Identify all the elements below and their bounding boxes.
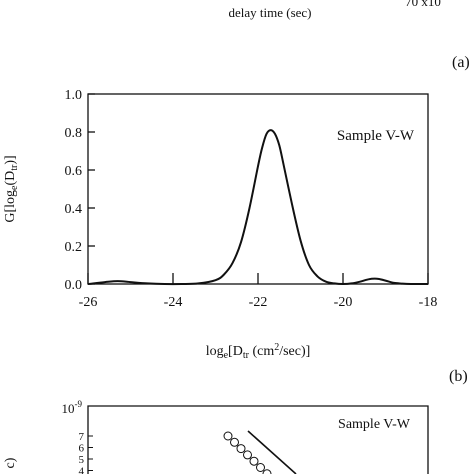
top-fragment-tick: 70 x10	[405, 0, 441, 9]
panel-b-label: (b)	[449, 368, 468, 385]
panel-c-marker-4	[249, 456, 259, 466]
panel-c-markers	[223, 431, 272, 474]
panel-b-xtick-label-0: -26	[79, 295, 98, 310]
panel-c-marker-1	[230, 437, 239, 447]
panel-a-label: (a)	[452, 54, 470, 71]
panel-b-chart: -26 -24 -22 -20 -18 0.0 0.2 0.4 0.6 0.8 1.0 Sample…	[3, 88, 437, 361]
panel-b-ytick-label-2: 0.4	[65, 202, 83, 217]
panel-c-marker-5	[256, 463, 265, 472]
panel-b-ytick-label-3: 0.6	[65, 164, 83, 179]
panel-b-distribution-curve	[87, 129, 429, 286]
panel-b-xtick-label-3: -20	[334, 295, 353, 310]
panel-c-label: c)	[3, 457, 18, 468]
panel-b-xtick-label-4: -18	[419, 295, 438, 310]
panel-b-sample-annotation: Sample V-W	[337, 128, 415, 144]
panel-b-ytick-label-5: 1.0	[65, 88, 83, 103]
panel-c-marker-6	[262, 469, 272, 474]
panel-c-ytick-label-2: 6	[79, 443, 85, 455]
panel-c-sample-annotation: Sample V-W	[338, 417, 411, 432]
panel-b-plot-frame	[87, 93, 429, 285]
panel-b-ticks: -26 -24 -22 -20 -18 0.0 0.2 0.4 0.6 0.8 1.0	[65, 88, 438, 310]
top-fragment-xlabel: delay time (sec)	[228, 5, 311, 20]
panel-c-marker-2	[236, 444, 246, 454]
panel-b-xtick-label-1: -24	[164, 295, 183, 310]
panel-b-xtick-label-2: -22	[249, 295, 268, 310]
panel-c-fit-line	[247, 430, 297, 474]
panel-b-ytick-label-1: 0.2	[65, 240, 83, 255]
panel-b-ytick-label-0: 0.0	[65, 278, 83, 293]
panel-c-plot-frame	[87, 405, 429, 474]
panel-b-ytick-label-4: 0.8	[65, 126, 83, 141]
panel-c-ytick-label-3: 5	[79, 454, 85, 466]
panel-b-xlabel: loge[Dtr (cm2/sec)]	[206, 342, 311, 361]
panel-c-ytick-label-4: 4	[79, 466, 85, 474]
panel-c-marker-3	[243, 450, 252, 460]
panel-c-ytick-label-0: 10-9	[62, 399, 83, 416]
panel-b-ylabel: G[loge(Dtr)]	[3, 155, 20, 222]
panel-c-marker-0	[223, 431, 233, 441]
panel-c-ytick-label-1: 7	[79, 431, 85, 443]
